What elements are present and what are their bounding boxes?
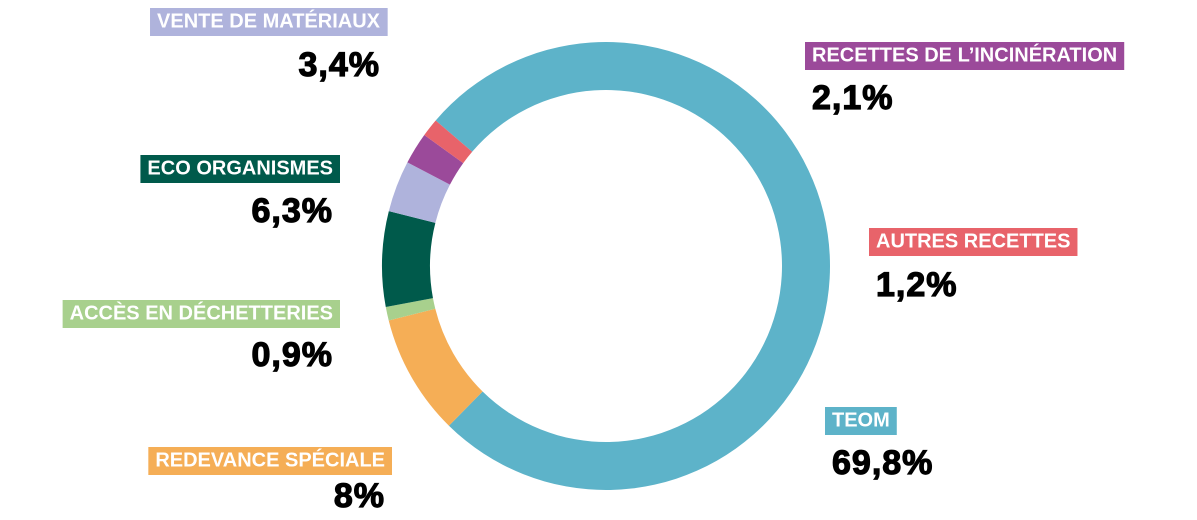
value-label: 69,8% [832, 444, 933, 482]
category-label: VENTE DE MATÉRIAUX [157, 9, 381, 32]
label-box [62, 300, 340, 328]
label-box [148, 447, 392, 475]
category-label: RECETTES DE L’INCINÉRATION [812, 43, 1117, 66]
donut-segment [385, 298, 436, 321]
donut-segment [388, 162, 450, 223]
donut-segment [388, 308, 483, 426]
value-label: 0,9% [252, 336, 334, 374]
label-box [825, 407, 897, 435]
donut-segment [407, 135, 464, 185]
category-label: REDEVANCE SPÉCIALE [155, 448, 385, 471]
category-label: ECO ORGANISMES [147, 157, 333, 179]
value-label: 3,4% [299, 46, 381, 84]
category-label: TEOM [832, 409, 890, 431]
donut-segment [381, 211, 436, 307]
label-box [869, 228, 1078, 256]
value-label: 2,1% [812, 79, 894, 117]
value-label: 8% [334, 477, 385, 515]
category-label: ACCÈS EN DÉCHETTERIES [70, 301, 333, 324]
label-box [140, 155, 340, 183]
value-label: 6,3% [252, 192, 334, 230]
category-label: AUTRES RECETTES [876, 230, 1070, 252]
value-label: 1,2% [876, 266, 958, 304]
label-box [150, 8, 388, 36]
donut-segment [424, 120, 473, 164]
donut-segment [435, 42, 830, 490]
label-box [805, 42, 1125, 70]
